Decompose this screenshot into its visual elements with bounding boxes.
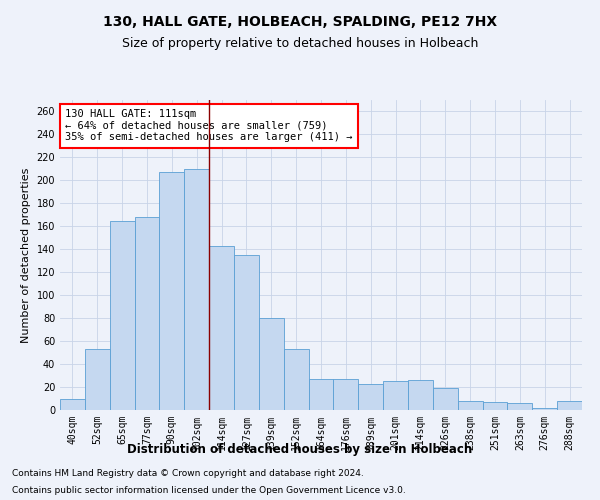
Bar — [334, 379, 358, 410]
Bar — [160, 172, 184, 410]
Bar — [458, 401, 482, 410]
Bar — [358, 384, 383, 410]
Text: 130 HALL GATE: 111sqm
← 64% of detached houses are smaller (759)
35% of semi-det: 130 HALL GATE: 111sqm ← 64% of detached … — [65, 110, 353, 142]
Bar — [85, 349, 110, 410]
Bar — [209, 246, 234, 410]
Bar — [557, 401, 582, 410]
Bar — [508, 403, 532, 410]
Bar — [433, 388, 458, 410]
Text: Distribution of detached houses by size in Holbeach: Distribution of detached houses by size … — [127, 442, 473, 456]
Bar — [383, 382, 408, 410]
Bar — [259, 318, 284, 410]
Bar — [134, 217, 160, 410]
Bar — [308, 379, 334, 410]
Bar — [234, 255, 259, 410]
Bar — [482, 402, 508, 410]
Text: Contains HM Land Registry data © Crown copyright and database right 2024.: Contains HM Land Registry data © Crown c… — [12, 468, 364, 477]
Bar — [532, 408, 557, 410]
Bar — [110, 220, 134, 410]
Y-axis label: Number of detached properties: Number of detached properties — [21, 168, 31, 342]
Text: 130, HALL GATE, HOLBEACH, SPALDING, PE12 7HX: 130, HALL GATE, HOLBEACH, SPALDING, PE12… — [103, 15, 497, 29]
Bar — [408, 380, 433, 410]
Bar — [60, 398, 85, 410]
Bar — [284, 349, 308, 410]
Text: Size of property relative to detached houses in Holbeach: Size of property relative to detached ho… — [122, 38, 478, 51]
Bar — [184, 169, 209, 410]
Text: Contains public sector information licensed under the Open Government Licence v3: Contains public sector information licen… — [12, 486, 406, 495]
